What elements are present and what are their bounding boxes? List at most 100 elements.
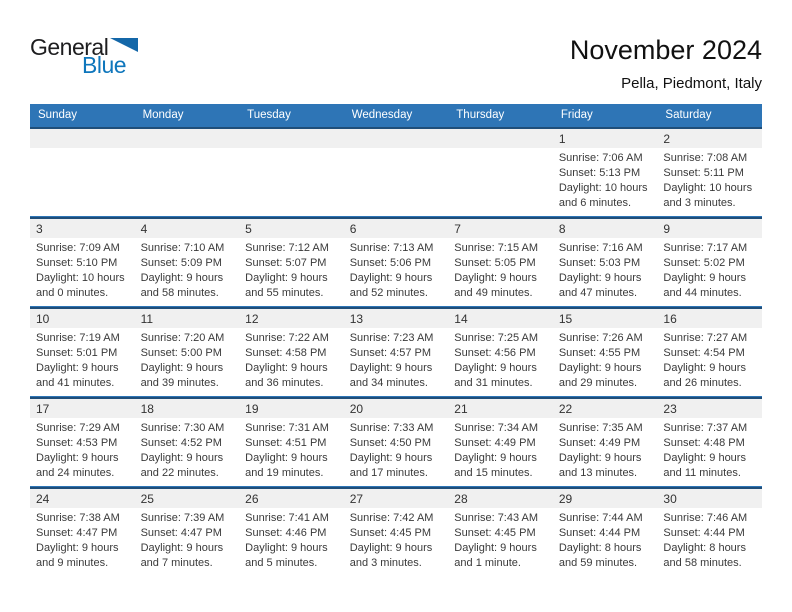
day-details: Sunrise: 7:34 AM Sunset: 4:49 PM Daylight:… bbox=[448, 418, 553, 481]
day-number: 19 bbox=[239, 399, 344, 418]
weekday-friday: Friday bbox=[560, 109, 593, 121]
day-cell-empty bbox=[134, 129, 240, 216]
logo-text-blue: Blue bbox=[82, 52, 127, 78]
day-number: 21 bbox=[448, 399, 553, 418]
day-cell-28: 28 Sunrise: 7:43 AM Sunset: 4:45 PM Dayligh… bbox=[448, 489, 553, 576]
day-detail-line: Daylight: 9 hours bbox=[140, 362, 224, 374]
day-detail-line: Sunrise: 7:25 AM bbox=[454, 332, 539, 344]
day-detail-line: Sunset: 5:07 PM bbox=[245, 257, 327, 269]
week-divider bbox=[30, 306, 762, 309]
day-cell-27: 27 Sunrise: 7:42 AM Sunset: 4:45 PM Dayligh… bbox=[343, 489, 449, 576]
week-divider bbox=[30, 396, 762, 399]
day-detail-line: Daylight: 9 hours bbox=[245, 362, 328, 374]
day-number: 18 bbox=[134, 399, 240, 418]
day-number: 12 bbox=[239, 309, 344, 328]
day-detail-line: and 36 minutes. bbox=[245, 377, 324, 389]
day-detail-line: Daylight: 9 hours bbox=[36, 542, 119, 554]
day-detail-line: Sunrise: 7:15 AM bbox=[454, 242, 539, 254]
day-detail-line: Sunset: 4:58 PM bbox=[245, 347, 327, 359]
day-detail-line: and 31 minutes. bbox=[454, 377, 533, 389]
day-cell-21: 21 Sunrise: 7:34 AM Sunset: 4:49 PM Dayligh… bbox=[448, 399, 553, 486]
day-detail-line: and 41 minutes. bbox=[36, 377, 115, 389]
day-detail-line: Daylight: 9 hours bbox=[558, 272, 642, 284]
day-details: Sunrise: 7:06 AM Sunset: 5:13 PM Daylight:… bbox=[553, 148, 658, 211]
day-detail-line: Sunset: 4:44 PM bbox=[558, 527, 641, 539]
day-detail-line: and 59 minutes. bbox=[558, 557, 638, 569]
day-detail-line: and 3 minutes. bbox=[349, 557, 422, 569]
day-detail-line: Sunrise: 7:33 AM bbox=[349, 422, 434, 434]
day-detail-line: Sunset: 5:01 PM bbox=[36, 347, 118, 359]
day-detail-line: Sunrise: 7:13 AM bbox=[349, 242, 434, 254]
day-cell-7: 7 Sunrise: 7:15 AM Sunset: 5:05 PM Daylight… bbox=[448, 219, 553, 306]
day-detail-line: and 7 minutes. bbox=[140, 557, 213, 569]
day-detail-line: Sunrise: 7:42 AM bbox=[349, 512, 434, 524]
day-details: Sunrise: 7:13 AM Sunset: 5:06 PM Daylight:… bbox=[344, 238, 449, 301]
day-detail-line: Daylight: 10 hours bbox=[36, 272, 125, 284]
day-details: Sunrise: 7:29 AM Sunset: 4:53 PM Daylight:… bbox=[30, 418, 135, 481]
day-number: 26 bbox=[239, 489, 344, 508]
day-details bbox=[344, 148, 449, 151]
week-row-1: 1 Sunrise: 7:06 AM Sunset: 5:13 PM Daylight… bbox=[30, 129, 762, 216]
day-detail-line: and 47 minutes. bbox=[558, 287, 638, 299]
day-detail-line: Daylight: 10 hours bbox=[663, 182, 753, 194]
day-detail-line: Daylight: 9 hours bbox=[663, 452, 746, 464]
day-cell-8: 8 Sunrise: 7:16 AM Sunset: 5:03 PM Daylight… bbox=[552, 219, 658, 306]
day-details: Sunrise: 7:39 AM Sunset: 4:47 PM Daylight:… bbox=[135, 508, 240, 571]
day-detail-line: Daylight: 9 hours bbox=[454, 272, 537, 284]
day-cell-16: 16 Sunrise: 7:27 AM Sunset: 4:54 PM Dayligh… bbox=[657, 309, 762, 396]
day-detail-line: Sunrise: 7:38 AM bbox=[36, 512, 120, 524]
day-number: 23 bbox=[657, 399, 762, 418]
day-cell-12: 12 Sunrise: 7:22 AM Sunset: 4:58 PM Dayligh… bbox=[239, 309, 344, 396]
day-detail-line: and 11 minutes. bbox=[663, 467, 741, 479]
day-detail-line: Sunset: 4:49 PM bbox=[454, 437, 536, 449]
calendar-table: Sunday Monday Tuesday Wednesday Thursday… bbox=[30, 104, 762, 576]
day-details bbox=[30, 148, 135, 151]
day-detail-line: and 9 minutes. bbox=[36, 557, 109, 569]
day-detail-line: Sunset: 5:02 PM bbox=[663, 257, 745, 269]
day-detail-line: Daylight: 8 hours bbox=[663, 542, 746, 554]
page-subtitle: Pella, Piedmont, Italy bbox=[621, 74, 762, 92]
day-detail-line: and 3 minutes. bbox=[663, 197, 736, 209]
day-detail-line: and 22 minutes. bbox=[140, 467, 219, 479]
day-details: Sunrise: 7:46 AM Sunset: 4:44 PM Daylight:… bbox=[657, 508, 762, 571]
day-details bbox=[239, 148, 344, 151]
day-detail-line: Daylight: 9 hours bbox=[558, 452, 642, 464]
day-cell-25: 25 Sunrise: 7:39 AM Sunset: 4:47 PM Dayligh… bbox=[134, 489, 240, 576]
day-cell-6: 6 Sunrise: 7:13 AM Sunset: 5:06 PM Daylight… bbox=[343, 219, 449, 306]
day-detail-line: Daylight: 9 hours bbox=[349, 452, 433, 464]
day-detail-line: and 49 minutes. bbox=[454, 287, 533, 299]
day-number: 24 bbox=[30, 489, 135, 508]
day-detail-line: and 58 minutes. bbox=[663, 557, 742, 569]
day-detail-line: Daylight: 9 hours bbox=[36, 362, 119, 374]
day-number: 7 bbox=[448, 219, 553, 238]
day-detail-line: Sunset: 4:49 PM bbox=[558, 437, 641, 449]
day-detail-line: Sunset: 5:03 PM bbox=[558, 257, 641, 269]
day-detail-line: and 44 minutes. bbox=[663, 287, 742, 299]
day-detail-line: and 58 minutes. bbox=[140, 287, 219, 299]
day-detail-line: Daylight: 9 hours bbox=[349, 362, 433, 374]
day-number: 9 bbox=[657, 219, 762, 238]
day-details: Sunrise: 7:35 AM Sunset: 4:49 PM Daylight:… bbox=[553, 418, 658, 481]
day-cell-22: 22 Sunrise: 7:35 AM Sunset: 4:49 PM Dayligh… bbox=[552, 399, 658, 486]
day-detail-line: Sunrise: 7:41 AM bbox=[245, 512, 329, 524]
day-detail-line: Sunrise: 7:19 AM bbox=[36, 332, 120, 344]
day-details: Sunrise: 7:22 AM Sunset: 4:58 PM Daylight:… bbox=[239, 328, 344, 391]
day-detail-line: Daylight: 9 hours bbox=[349, 542, 433, 554]
day-detail-line: Sunset: 4:44 PM bbox=[663, 527, 745, 539]
day-detail-line: Sunset: 4:48 PM bbox=[663, 437, 745, 449]
day-details: Sunrise: 7:44 AM Sunset: 4:44 PM Daylight:… bbox=[553, 508, 658, 571]
day-cell-empty bbox=[239, 129, 344, 216]
day-details: Sunrise: 7:16 AM Sunset: 5:03 PM Daylight:… bbox=[553, 238, 658, 301]
day-cell-4: 4 Sunrise: 7:10 AM Sunset: 5:09 PM Daylight… bbox=[134, 219, 240, 306]
day-detail-line: Daylight: 9 hours bbox=[140, 542, 224, 554]
weekday-sunday: Sunday bbox=[38, 109, 78, 121]
day-cell-11: 11 Sunrise: 7:20 AM Sunset: 5:00 PM Dayligh… bbox=[134, 309, 240, 396]
day-detail-line: Sunset: 4:51 PM bbox=[245, 437, 327, 449]
day-detail-line: Daylight: 9 hours bbox=[140, 272, 224, 284]
day-detail-line: Sunrise: 7:12 AM bbox=[245, 242, 329, 254]
day-details bbox=[135, 148, 240, 151]
day-details: Sunrise: 7:20 AM Sunset: 5:00 PM Daylight:… bbox=[135, 328, 240, 391]
day-number: 29 bbox=[552, 489, 658, 508]
weekday-monday: Monday bbox=[142, 109, 184, 121]
page-title: November 2024 bbox=[569, 35, 762, 65]
